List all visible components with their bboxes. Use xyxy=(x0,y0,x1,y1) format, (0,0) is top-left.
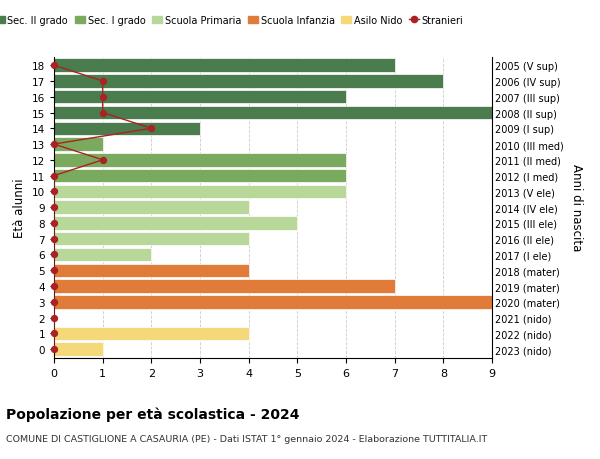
Bar xyxy=(54,75,443,89)
Point xyxy=(49,330,59,337)
Point xyxy=(98,157,107,164)
Point xyxy=(49,298,59,306)
Bar xyxy=(54,343,103,356)
Bar xyxy=(54,217,298,230)
Point xyxy=(49,283,59,290)
Bar xyxy=(54,138,103,151)
Point xyxy=(49,267,59,274)
Bar xyxy=(54,106,492,120)
Point xyxy=(49,62,59,70)
Point xyxy=(146,125,156,133)
Point xyxy=(49,346,59,353)
Y-axis label: Anni di nascita: Anni di nascita xyxy=(570,164,583,251)
Point xyxy=(98,94,107,101)
Legend: Sec. II grado, Sec. I grado, Scuola Primaria, Scuola Infanzia, Asilo Nido, Stran: Sec. II grado, Sec. I grado, Scuola Prim… xyxy=(0,16,464,26)
Point xyxy=(49,188,59,196)
Bar xyxy=(54,185,346,199)
Bar xyxy=(54,91,346,104)
Bar xyxy=(54,327,248,340)
Bar xyxy=(54,122,200,136)
Point xyxy=(49,235,59,243)
Bar xyxy=(54,264,248,277)
Point xyxy=(49,251,59,258)
Y-axis label: Età alunni: Età alunni xyxy=(13,178,26,237)
Bar xyxy=(54,154,346,167)
Point xyxy=(49,173,59,180)
Bar xyxy=(54,201,248,214)
Bar xyxy=(54,59,395,73)
Point xyxy=(49,220,59,227)
Bar xyxy=(54,280,395,293)
Point xyxy=(98,78,107,85)
Point xyxy=(49,314,59,322)
Bar xyxy=(54,296,492,309)
Point xyxy=(49,204,59,212)
Bar xyxy=(54,233,248,246)
Point xyxy=(49,141,59,148)
Point xyxy=(98,110,107,117)
Bar xyxy=(54,248,151,262)
Text: Popolazione per età scolastica - 2024: Popolazione per età scolastica - 2024 xyxy=(6,406,299,421)
Text: COMUNE DI CASTIGLIONE A CASAURIA (PE) - Dati ISTAT 1° gennaio 2024 - Elaborazion: COMUNE DI CASTIGLIONE A CASAURIA (PE) - … xyxy=(6,434,487,443)
Bar xyxy=(54,169,346,183)
